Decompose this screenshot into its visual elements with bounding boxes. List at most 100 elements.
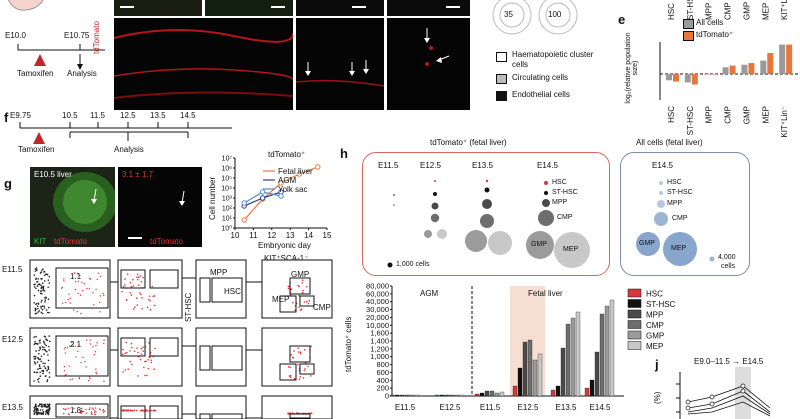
chart-i-bar [434,394,440,397]
timeline-f-tick-1: E9.75 [10,111,31,120]
flow-event [43,365,45,367]
chart-i-legend-swatch [627,330,642,340]
chart-e-xtick: CMP [724,106,733,124]
chart-i-ytick: 20,000 [366,313,389,322]
flow-event [46,369,49,372]
flow-event-red [102,292,104,295]
flow-gate [289,345,311,363]
flow-event [44,335,47,338]
chart-i-bar [474,393,480,397]
flow-event-red [89,343,92,345]
panel-letter-j: j [655,357,659,372]
scale-bar [446,6,460,8]
flow-event-red [136,276,138,278]
flow-event [37,357,39,360]
flow-event-red [133,350,136,353]
flow-event-red [85,339,88,341]
chart-i-xtick: E12.5 [440,403,461,412]
chart-g-ytick: 10³ [222,196,233,203]
flow-event [43,274,46,277]
flow-gate [149,269,179,289]
chart-i-xtick: E14.5 [590,403,611,412]
flow-event [41,269,43,272]
flow-event [34,270,37,272]
flow-event [34,340,36,343]
chart-e: HSC HSC ST-HSC ST-HSC MPP MPP CMP CMP GMP GMP MEP M… [659,0,798,138]
flow-event-red [298,285,300,288]
chart-e-xtick: ST-HSC [686,106,695,136]
flow-event [34,404,37,407]
flow-event [47,279,50,281]
chart-i-bar [537,353,543,397]
chart-g-point [241,200,247,206]
chart-g-ytick: 10⁷ [222,156,233,163]
flow-event-red [75,411,77,414]
flow-event [38,358,41,361]
flow-event [35,303,37,306]
flow-gate-mpp: MPP [210,268,228,277]
panel-j-title: E9.0–11.5 → E14.5 [694,357,764,366]
flow-event-red [150,409,153,412]
flow-event-red [122,371,124,373]
flow-event-red [123,409,125,412]
flow-event [40,307,43,309]
legend-label-all: All cells [696,18,724,27]
flow-event-red [89,278,92,280]
panel-h-col-e135: E13.5 [472,161,493,170]
flow-event-red [87,379,90,382]
chart-i-xtick: E13.5 [556,403,577,412]
chart-i-legend-label: CMP [646,321,664,330]
micrograph-g-kit-label: KIT [34,237,47,246]
flow-gate-gmp: GMP [291,270,310,279]
flow-event-red [297,351,300,353]
flow-event-red [121,290,123,293]
chart-e-bar [767,53,774,74]
flow-row [29,259,333,319]
flow-event [35,335,37,338]
chart-i-ytick: 1,400 [370,337,389,346]
flow-event-red [69,345,71,347]
flow-event-red [154,409,156,411]
flow-event [33,409,35,412]
flow-event-red [99,301,101,304]
chart-e-xtick: HSC [667,106,676,123]
flow-event-red [297,284,299,287]
flow-event-red [149,309,152,311]
flow-event [35,407,37,410]
flow-event-red [88,408,90,411]
chart-g-xlabel: Embryonic day [258,241,311,250]
flow-event-red [287,365,290,368]
flow-event [47,354,49,356]
flow-event-red [303,349,306,351]
chart-e-xtick: MPP [705,106,714,123]
chart-i-xtick: E11.5 [480,403,501,412]
flow-event-red [310,412,313,414]
flow-event [40,290,42,292]
flow-event-red [299,352,302,355]
flow-event [33,361,36,363]
flow-event-red [82,356,84,359]
flow-event-red [293,350,295,352]
legend-label-cluster: Haematopoietic cluster cells [512,50,594,69]
chart-e-bar [729,65,736,74]
chart-i-bar [522,341,528,397]
chart-i-ytick: 10,000 [366,321,389,330]
flow-event-red [304,368,306,370]
flow-event-red [66,347,69,349]
chart-g-legend-label: Yolk sac [278,185,308,194]
flow-event-red [69,378,71,381]
flow-event-red [140,293,142,296]
panel-letter-h: h [340,146,348,161]
flow-event-red [129,409,132,412]
flow-event-red [89,407,91,409]
chart-g-point [296,171,303,177]
flow-event-red [65,408,67,410]
chart-e-top-label: HSC [667,3,676,20]
flow-event [42,369,45,372]
flow-event-red [81,408,83,410]
flow-event-red [151,285,154,288]
flow-event-red [136,304,139,306]
flow-event-red [73,407,75,410]
chart-i-ytick: 1,200 [370,344,389,353]
flow-event [45,309,48,311]
